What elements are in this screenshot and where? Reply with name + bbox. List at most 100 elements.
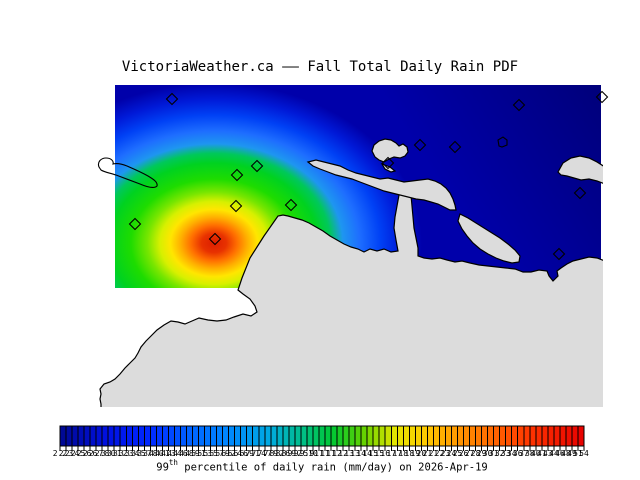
colorbar-tick-label: 4.9 — [185, 449, 200, 458]
colorbar-tick-label: 7.7 — [258, 449, 273, 458]
colorbar-tick-label: 11 — [326, 449, 336, 458]
colorbar-tick-label: 3.0 — [101, 449, 116, 458]
colorbar-cell — [450, 425, 459, 447]
colorbar-cell — [366, 425, 374, 447]
station-marker — [552, 247, 566, 261]
colorbar-cell — [258, 425, 266, 447]
colorbar-cell — [294, 425, 302, 447]
colorbar-cell — [565, 425, 573, 447]
colorbar-tick-label: 30 — [483, 449, 493, 458]
colorbar-cell — [101, 425, 109, 447]
colorbar-cell — [457, 425, 465, 447]
caption-text: percentile of daily rain (mm/day) on 202… — [177, 461, 488, 474]
colorbar-cell — [246, 425, 254, 447]
colorbar-tick-label: 5.3 — [197, 449, 212, 458]
station-marker — [284, 198, 298, 212]
colorbar-cell — [264, 425, 272, 447]
colorbar-cell — [469, 425, 477, 447]
colorbar-tick-label: 26 — [459, 449, 469, 458]
colorbar-tick-label: 2.4 — [65, 449, 80, 458]
colorbar-cell — [481, 425, 489, 447]
colorbar-tick-label: 37 — [519, 449, 529, 458]
colorbar-cell — [529, 425, 537, 447]
colorbar-cell — [192, 425, 200, 447]
colorbar-tick-label: 2.5 — [71, 449, 86, 458]
colorbar-cell — [89, 425, 97, 447]
colorbar-cell — [216, 425, 224, 447]
colorbar-cell — [143, 425, 151, 447]
colorbar-cell — [173, 425, 181, 447]
colorbar-cell — [198, 425, 206, 447]
colorbar-cell — [276, 425, 284, 447]
colorbar-cell — [107, 425, 115, 447]
colorbar-cell — [372, 425, 380, 447]
colorbar-tick-label: 13 — [350, 449, 360, 458]
colorbar-cell — [378, 425, 386, 447]
caption-percentile-number: 99 — [156, 461, 169, 474]
colorbar-cell — [210, 425, 218, 447]
colorbar-tick-label: 3.1 — [107, 449, 122, 458]
colorbar-cell — [185, 425, 194, 447]
landmass — [457, 213, 521, 264]
colorbar-tick-label: 25 — [453, 449, 463, 458]
colorbar-tick-label: 5.7 — [209, 449, 224, 458]
colorbar-tick-label: 17 — [392, 449, 402, 458]
colorbar-cell — [113, 425, 121, 447]
colorbar-tick-label: 2.6 — [77, 449, 92, 458]
colorbar-caption: 99th percentile of daily rain (mm/day) o… — [0, 458, 640, 474]
colorbar-cell — [475, 425, 483, 447]
colorbar-tick-label: 11 — [320, 449, 330, 458]
colorbar-cell — [179, 425, 187, 447]
colorbar-tick-label: 18 — [398, 449, 408, 458]
colorbar-cell — [517, 425, 525, 447]
colorbar-cell — [282, 425, 290, 447]
colorbar-cell — [511, 425, 519, 447]
colorbar-cell — [577, 425, 585, 447]
colorbar-cell — [493, 425, 501, 447]
colorbar-cell — [167, 425, 175, 447]
colorbar-cell — [432, 425, 440, 447]
station-marker — [208, 232, 222, 246]
colorbar-cell — [487, 425, 495, 447]
station-marker — [448, 140, 462, 154]
station-marker — [230, 168, 244, 182]
colorbar-tick-label: 2.7 — [89, 449, 104, 458]
station-marker — [250, 159, 264, 173]
colorbar-tick-label: 6.9 — [239, 449, 254, 458]
colorbar-cell — [83, 425, 91, 447]
colorbar-tick-label: 12 — [338, 449, 348, 458]
island-outline — [97, 157, 158, 189]
colorbar-tick-label: 51 — [573, 449, 583, 458]
colorbar — [59, 425, 585, 447]
colorbar-tick-label: 8.6 — [276, 449, 291, 458]
colorbar-cell — [77, 425, 85, 447]
colorbar-cell — [155, 425, 163, 447]
colorbar-tick-label: 23 — [441, 449, 451, 458]
colorbar-tick-label: 6.6 — [233, 449, 248, 458]
colorbar-cell — [384, 425, 392, 447]
colorbar-tick-label: 3.3 — [119, 449, 134, 458]
colorbar-tick-label: 44 — [549, 449, 559, 458]
colorbar-cell — [71, 425, 79, 447]
station-marker — [128, 217, 142, 231]
colorbar-cell — [95, 425, 103, 447]
colorbar-cell — [65, 425, 73, 447]
colorbar-tick-label: 14 — [362, 449, 372, 458]
colorbar-cell — [137, 425, 145, 447]
colorbar-cell — [414, 425, 422, 447]
colorbar-tick-label: 40 — [531, 449, 541, 458]
colorbar-cell — [390, 425, 398, 447]
colorbar-cell — [222, 425, 230, 447]
colorbar-tick-label: 32 — [495, 449, 505, 458]
colorbar-tick-label: 7.4 — [252, 449, 267, 458]
colorbar-tick-label: 6.2 — [221, 449, 236, 458]
island-outline — [497, 136, 508, 148]
colorbar-ticks — [59, 446, 585, 451]
colorbar-tick-label: 49 — [567, 449, 577, 458]
colorbar-cell — [571, 425, 579, 447]
station-marker — [413, 138, 427, 152]
colorbar-tick-label: 2.6 — [83, 449, 98, 458]
colorbar-tick-labels: 2.22.32.42.52.62.62.72.83.03.13.23.33.43… — [53, 449, 589, 458]
station-marker — [595, 90, 609, 104]
